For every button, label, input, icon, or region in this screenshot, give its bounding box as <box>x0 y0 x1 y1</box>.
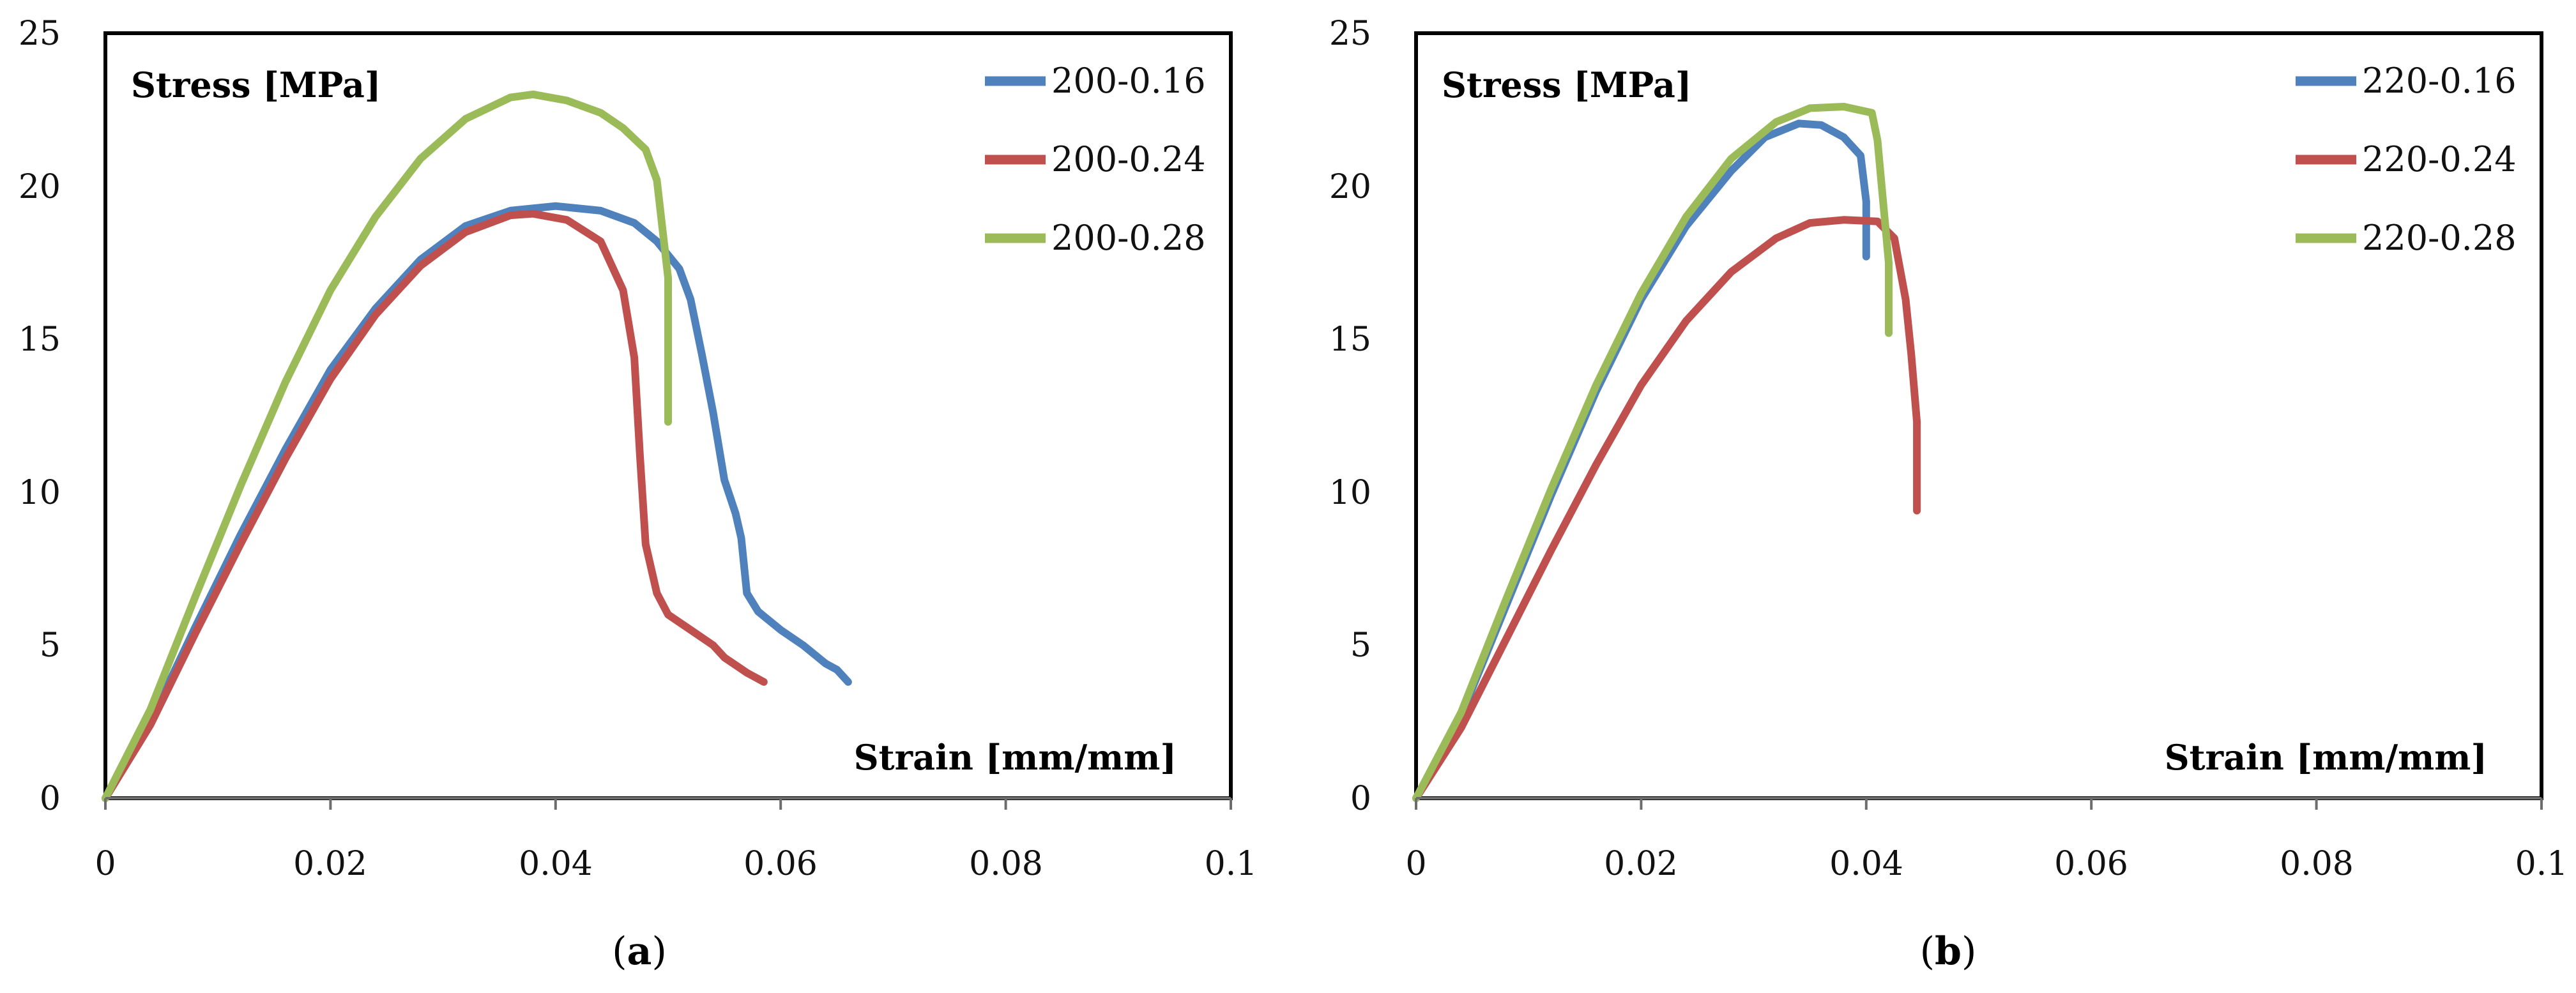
x-tick-label: 0 <box>95 845 116 883</box>
legend-label: 220-0.24 <box>2362 139 2517 179</box>
x-tick-label: 0.04 <box>1829 845 1903 883</box>
legend: 220-0.16 220-0.24 220-0.28 <box>2296 61 2517 258</box>
x-axis-label: Strain [mm/mm] <box>854 737 1177 778</box>
panel-caption-letter: a <box>627 929 652 974</box>
series-line-200-0.28 <box>102 90 672 802</box>
series-line-220-0.28 <box>1412 103 1893 802</box>
series-line-200-0.24 <box>102 209 768 802</box>
chart-panel-b: 0 0.02 0.04 0.06 0.08 0.1 0 5 10 15 20 2… <box>1329 15 2568 974</box>
x-tick-label: 0 <box>1405 845 1426 883</box>
series-line-200-0.16 <box>102 202 852 802</box>
legend-item: 220-0.24 <box>2296 139 2517 179</box>
y-tick-label: 15 <box>1329 321 1371 359</box>
y-tick-label: 20 <box>19 168 61 206</box>
y-tick-label: 25 <box>1329 15 1371 53</box>
panel-caption: (b) <box>1920 929 1977 974</box>
x-tick-label: 0.02 <box>1604 845 1678 883</box>
chart-panel-a: 0 0.02 0.04 0.06 0.08 0.1 0 5 10 15 20 2… <box>19 15 1258 974</box>
x-tick-label: 0.02 <box>293 845 367 883</box>
legend-label: 220-0.28 <box>2362 218 2517 258</box>
x-tick-label: 0.06 <box>743 845 818 883</box>
x-tick-marks <box>104 798 1232 810</box>
y-axis-label: Stress [MPa] <box>1442 64 1691 105</box>
y-tick-label: 0 <box>40 780 61 818</box>
legend-label: 200-0.16 <box>1051 61 1206 101</box>
y-tick-label: 10 <box>1329 474 1371 512</box>
y-tick-label: 25 <box>19 15 61 53</box>
legend-label: 200-0.24 <box>1051 139 1206 179</box>
series-layer <box>102 90 852 802</box>
x-tick-label: 0.06 <box>2054 845 2128 883</box>
y-tick-label: 20 <box>1329 168 1371 206</box>
y-tick-label: 15 <box>19 321 61 359</box>
legend-item: 220-0.28 <box>2296 218 2517 258</box>
x-tick-label: 0.08 <box>2280 845 2354 883</box>
legend-item: 220-0.16 <box>2296 61 2517 101</box>
y-tick-label: 5 <box>40 626 61 665</box>
x-axis: 0 0.02 0.04 0.06 0.08 0.1 <box>95 797 1258 883</box>
x-axis-label: Strain [mm/mm] <box>2165 737 2487 778</box>
x-tick-label: 0.04 <box>519 845 593 883</box>
x-tick-label: 0.1 <box>1205 845 1258 883</box>
series-line-220-0.24 <box>1412 216 1921 802</box>
y-axis-label: Stress [MPa] <box>131 64 381 105</box>
y-axis: 0 5 10 15 20 25 <box>19 15 61 818</box>
legend: 200-0.16 200-0.24 200-0.28 <box>985 61 1206 258</box>
legend-label: 220-0.16 <box>2362 61 2517 101</box>
x-tick-marks <box>1415 798 2543 810</box>
legend-item: 200-0.28 <box>985 218 1206 258</box>
series-layer <box>1412 103 1921 802</box>
legend-item: 200-0.16 <box>985 61 1206 101</box>
y-axis: 0 5 10 15 20 25 <box>1329 15 1371 818</box>
y-tick-label: 0 <box>1350 780 1371 818</box>
legend-label: 200-0.28 <box>1051 218 1206 258</box>
y-tick-label: 10 <box>19 474 61 512</box>
x-tick-label: 0.1 <box>2515 845 2568 883</box>
x-axis: 0 0.02 0.04 0.06 0.08 0.1 <box>1405 797 2568 883</box>
x-tick-label: 0.08 <box>969 845 1043 883</box>
y-tick-label: 5 <box>1350 626 1371 665</box>
legend-item: 200-0.24 <box>985 139 1206 179</box>
panel-caption: (a) <box>612 929 667 974</box>
panel-caption-letter: b <box>1935 929 1962 974</box>
